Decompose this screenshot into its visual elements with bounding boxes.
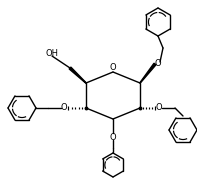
Polygon shape bbox=[69, 67, 86, 83]
Text: O: O bbox=[110, 64, 116, 73]
Text: O: O bbox=[61, 104, 67, 113]
Polygon shape bbox=[140, 63, 156, 83]
Text: OH: OH bbox=[46, 49, 59, 58]
Text: O: O bbox=[156, 104, 162, 113]
Text: O: O bbox=[155, 58, 161, 68]
Text: O: O bbox=[110, 132, 116, 142]
